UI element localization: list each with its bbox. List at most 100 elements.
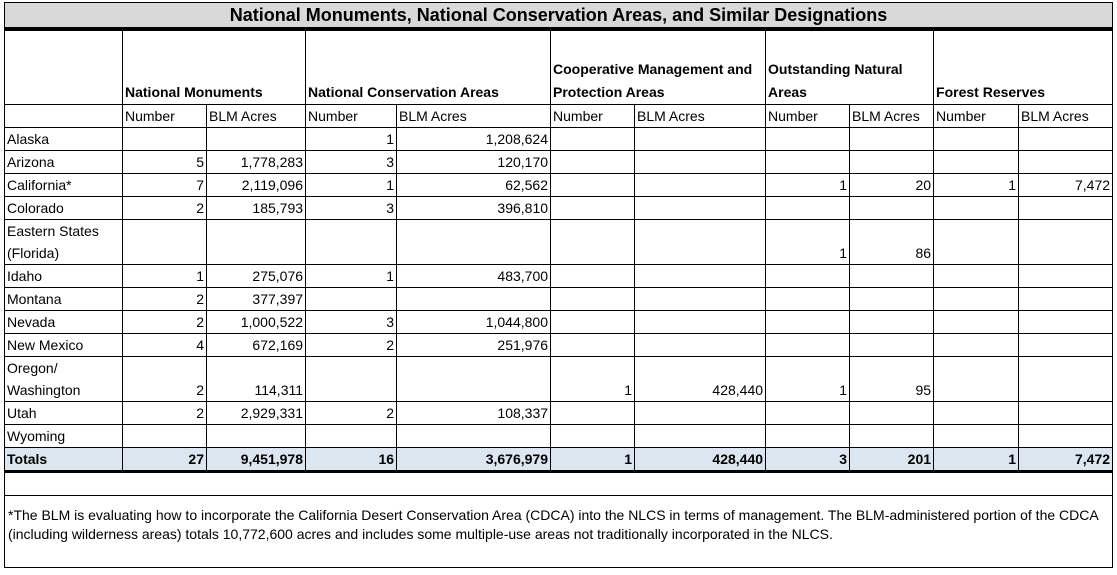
- data-cell: [634, 264, 767, 288]
- data-cell: 1: [305, 173, 398, 197]
- data-cell: [1018, 424, 1114, 448]
- row-label: Arizona: [4, 150, 123, 174]
- column-header: BLM Acres: [205, 104, 307, 128]
- data-cell: 7,472: [1018, 173, 1114, 197]
- data-row: New Mexico 4 672,169 2 251,976: [4, 333, 1114, 357]
- data-cell: [550, 401, 636, 425]
- data-cell: [765, 310, 851, 334]
- totals-cell: 1: [550, 447, 636, 472]
- data-cell: [933, 356, 1020, 402]
- data-cell: [933, 196, 1020, 220]
- data-cell: [205, 219, 307, 265]
- data-cell: 1: [765, 219, 851, 265]
- data-cell: [550, 424, 636, 448]
- data-cell: [849, 287, 935, 311]
- data-row: Alaska 1 1,208,624: [4, 127, 1114, 151]
- data-cell: 1,000,522: [205, 310, 307, 334]
- group-header: Forest Reserves: [933, 30, 1114, 105]
- data-cell: [1018, 196, 1114, 220]
- data-cell: [205, 424, 307, 448]
- designations-table: National Monuments National Conservation …: [4, 30, 1114, 472]
- data-cell: [765, 127, 851, 151]
- data-cell: 2: [122, 287, 207, 311]
- data-row: Wyoming: [4, 424, 1114, 448]
- data-cell: 2: [122, 310, 207, 334]
- data-cell: [933, 127, 1020, 151]
- data-cell: [1018, 356, 1114, 402]
- data-cell: 2: [122, 401, 207, 425]
- spacer-table: [4, 472, 1113, 496]
- totals-cell: 7,472: [1018, 447, 1114, 472]
- totals-cell: 9,451,978: [205, 447, 307, 472]
- data-cell: 2,929,331: [205, 401, 307, 425]
- data-cell: [550, 173, 636, 197]
- data-cell: [849, 127, 935, 151]
- data-cell: 275,076: [205, 264, 307, 288]
- data-cell: 1,044,800: [396, 310, 552, 334]
- data-cell: [933, 310, 1020, 334]
- data-cell: [550, 196, 636, 220]
- data-cell: 3: [305, 196, 398, 220]
- data-cell: [765, 264, 851, 288]
- column-header: Number: [933, 104, 1020, 128]
- data-cell: [634, 310, 767, 334]
- totals-cell: 3: [765, 447, 851, 472]
- data-cell: 2: [305, 401, 398, 425]
- data-cell: 120,170: [396, 150, 552, 174]
- data-cell: [849, 333, 935, 357]
- data-row: Arizona 5 1,778,283 3 120,170: [4, 150, 1114, 174]
- table-title: National Monuments, National Conservatio…: [4, 2, 1113, 30]
- data-cell: [634, 173, 767, 197]
- data-cell: [1018, 264, 1114, 288]
- data-cell: [396, 287, 552, 311]
- data-row: Eastern States (Florida) 1 86: [4, 219, 1114, 265]
- data-cell: 1: [305, 264, 398, 288]
- data-cell: 5: [122, 150, 207, 174]
- data-cell: [849, 264, 935, 288]
- data-cell: [550, 219, 636, 265]
- data-cell: [305, 424, 398, 448]
- data-cell: [1018, 287, 1114, 311]
- data-cell: 3: [305, 310, 398, 334]
- totals-cell: 201: [849, 447, 935, 472]
- group-header: National Conservation Areas: [305, 30, 552, 105]
- row-label: Oregon/ Washington: [4, 356, 123, 402]
- group-header-row: National Monuments National Conservation …: [4, 30, 1114, 105]
- data-cell: [634, 127, 767, 151]
- column-header: BLM Acres: [1018, 104, 1114, 128]
- data-cell: [765, 401, 851, 425]
- data-cell: [550, 264, 636, 288]
- data-cell: 2: [122, 356, 207, 402]
- totals-row: Totals 27 9,451,978 16 3,676,979 1 428,440 3 201…: [4, 447, 1114, 472]
- data-cell: [849, 150, 935, 174]
- data-cell: [305, 219, 398, 265]
- column-header: BLM Acres: [849, 104, 935, 128]
- data-cell: [1018, 150, 1114, 174]
- data-cell: [550, 310, 636, 334]
- data-cell: [765, 333, 851, 357]
- column-header: Number: [305, 104, 398, 128]
- data-cell: [765, 196, 851, 220]
- data-cell: 396,810: [396, 196, 552, 220]
- column-header: BLM Acres: [634, 104, 767, 128]
- data-cell: [634, 287, 767, 311]
- data-cell: [849, 310, 935, 334]
- data-cell: [122, 424, 207, 448]
- data-cell: [849, 196, 935, 220]
- data-row: Oregon/ Washington 2 114,311 1 428,440 1 95: [4, 356, 1114, 402]
- data-cell: [122, 127, 207, 151]
- data-cell: 377,397: [205, 287, 307, 311]
- row-label: Montana: [4, 287, 123, 311]
- column-header: Number: [122, 104, 207, 128]
- data-cell: [634, 196, 767, 220]
- data-cell: [634, 401, 767, 425]
- corner-cell: [4, 30, 123, 105]
- column-header: BLM Acres: [396, 104, 552, 128]
- data-cell: [933, 401, 1020, 425]
- data-cell: [550, 333, 636, 357]
- row-label: New Mexico: [4, 333, 123, 357]
- data-cell: [122, 219, 207, 265]
- column-header: Number: [765, 104, 851, 128]
- data-row: Colorado 2 185,793 3 396,810: [4, 196, 1114, 220]
